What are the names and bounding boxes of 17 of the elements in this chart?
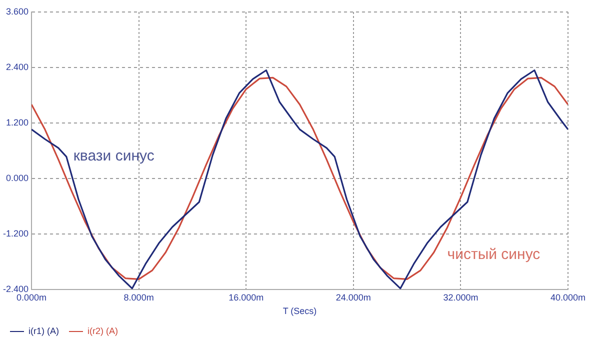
x-tick-label: 32.000m — [443, 292, 478, 302]
y-tick-label: 1.200 — [6, 117, 29, 128]
x-tick-label: 0.000m — [16, 292, 47, 302]
y-tick-label: 2.400 — [6, 62, 29, 72]
x-tick-label: 16.000m — [228, 292, 264, 302]
legend-label: i(r1) (A) — [28, 326, 59, 336]
y-tick-label: -1.200 — [2, 228, 29, 238]
y-tick-label: 0.000 — [6, 172, 29, 183]
y-tick-label: -2.400 — [2, 284, 29, 294]
x-axis-title: T (Secs) — [282, 306, 317, 316]
y-tick-label: 3.600 — [6, 6, 29, 16]
x-tick-label: 40.000m — [550, 292, 586, 302]
legend-label: i(r2) (A) — [87, 326, 118, 336]
x-tick-label: 24.000m — [336, 292, 371, 302]
annotation: квази синус — [73, 147, 155, 164]
annotation: чистый синус — [447, 246, 541, 263]
x-tick-label: 8.000m — [124, 292, 154, 302]
